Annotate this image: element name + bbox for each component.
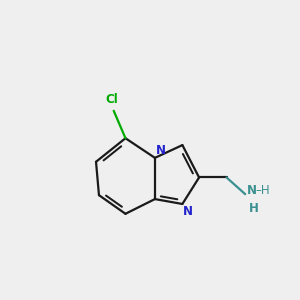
Text: N: N	[247, 184, 257, 197]
Text: Cl: Cl	[105, 93, 118, 106]
Text: N: N	[183, 205, 194, 218]
Text: H: H	[249, 202, 259, 215]
Text: –H: –H	[255, 184, 270, 197]
Text: N: N	[156, 145, 166, 158]
